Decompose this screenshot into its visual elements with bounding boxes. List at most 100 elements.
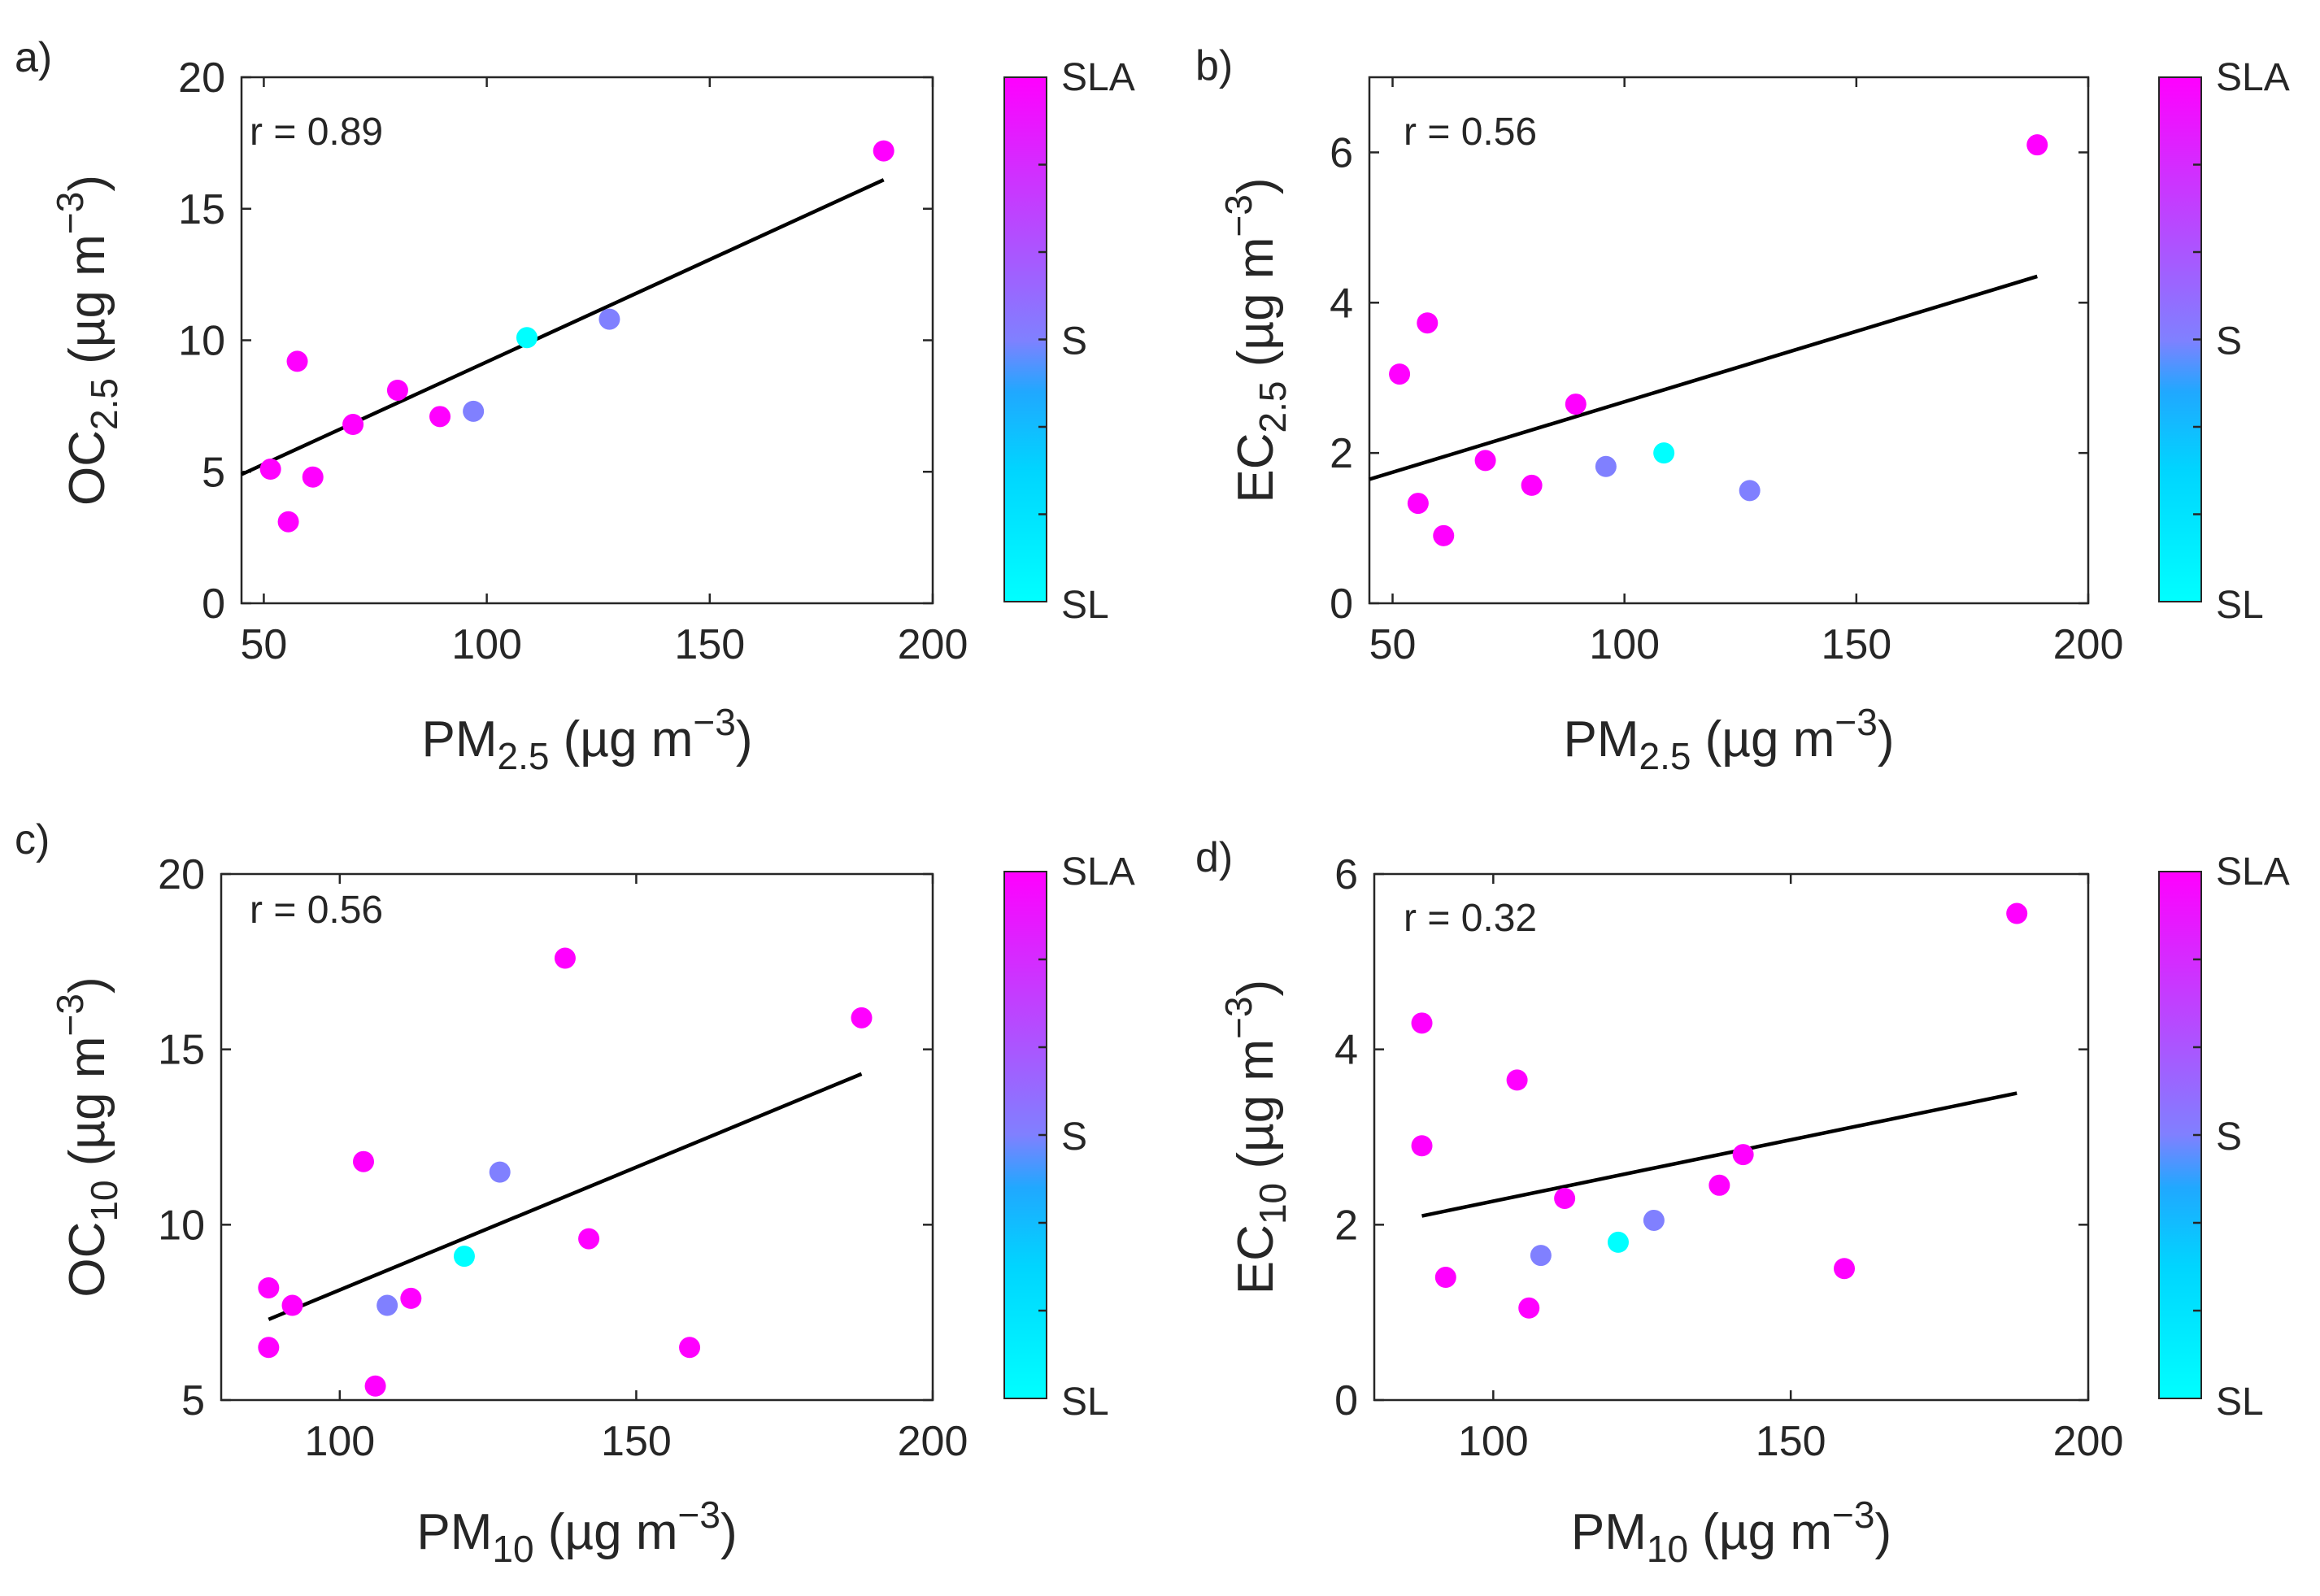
colorbar-label-sla: SLA bbox=[1061, 56, 1135, 99]
panel-label: d) bbox=[1195, 834, 1233, 881]
data-point bbox=[1653, 442, 1675, 464]
data-point bbox=[1595, 455, 1617, 477]
data-point bbox=[1506, 1069, 1528, 1091]
data-point bbox=[2006, 902, 2028, 924]
x-axis-label: PM2.5 (µg m−3) bbox=[1563, 701, 1894, 777]
x-axis-label: PM2.5 (µg m−3) bbox=[421, 701, 752, 777]
data-point bbox=[1732, 1144, 1754, 1166]
axes-box bbox=[1368, 76, 2090, 605]
colorbar-label-sla: SLA bbox=[2216, 56, 2290, 99]
data-point bbox=[516, 327, 538, 349]
y-tick-label: 6 bbox=[1334, 851, 1358, 898]
svg-text:PM2.5 (µg m−3): PM2.5 (µg m−3) bbox=[421, 701, 752, 777]
y-tick-label: 4 bbox=[1334, 1027, 1358, 1074]
x-tick-label: 150 bbox=[674, 621, 745, 668]
y-tick-label: 10 bbox=[178, 318, 225, 365]
colorbar-label-s: S bbox=[1061, 320, 1087, 363]
y-tick-label: 2 bbox=[1334, 1202, 1358, 1249]
svg-text:EC2.5 (µg m−3): EC2.5 (µg m−3) bbox=[1217, 177, 1294, 502]
x-tick-label: 100 bbox=[1458, 1418, 1529, 1465]
data-point bbox=[463, 400, 485, 422]
y-tick-label: 5 bbox=[202, 449, 225, 496]
panel-label: c) bbox=[15, 816, 50, 863]
data-point bbox=[259, 459, 281, 481]
data-point bbox=[429, 406, 451, 428]
data-point bbox=[1411, 1012, 1433, 1034]
data-point bbox=[578, 1228, 600, 1250]
colorbar-label-sl: SL bbox=[1061, 1381, 1109, 1424]
data-point bbox=[258, 1337, 280, 1359]
svg-text:EC10 (µg m−3): EC10 (µg m−3) bbox=[1217, 980, 1294, 1294]
data-point bbox=[851, 1007, 873, 1028]
y-tick-label: 15 bbox=[178, 186, 225, 233]
x-tick-label: 200 bbox=[898, 1418, 968, 1465]
colorbar-label-sl: SL bbox=[1061, 584, 1109, 627]
colorbar-label-s: S bbox=[1061, 1115, 1087, 1159]
y-axis-label: OC10 (µg m−3) bbox=[49, 976, 125, 1297]
y-axis-label: EC2.5 (µg m−3) bbox=[1217, 177, 1294, 502]
data-point bbox=[1411, 1135, 1433, 1157]
data-point bbox=[1417, 312, 1439, 334]
scatter-panel-b: 50 100 150 200 0 2 4 6 r = 0.56 b) PM2.5 (µg m−3) E… bbox=[1195, 42, 2290, 777]
scatter-panel-d: 100 150 200 0 2 4 6 r = 0.32 d) PM10 (µg m−3) EC10… bbox=[1195, 834, 2290, 1570]
regression-line bbox=[1369, 274, 2038, 481]
y-axis-label: EC10 (µg m−3) bbox=[1217, 980, 1294, 1294]
scatter-panel-a: 50 100 150 200 0 5 10 15 20 r = 0.89 a) PM2.5 (µg m… bbox=[15, 34, 1135, 777]
x-tick-label: 100 bbox=[304, 1418, 375, 1465]
data-point bbox=[377, 1294, 398, 1316]
x-tick-label: 200 bbox=[2053, 1418, 2124, 1465]
x-tick-label: 200 bbox=[898, 621, 968, 668]
svg-text:PM10 (µg m−3): PM10 (µg m−3) bbox=[1571, 1494, 1891, 1570]
regression-line bbox=[241, 178, 885, 476]
y-tick-label: 6 bbox=[1330, 129, 1353, 176]
x-tick-label: 200 bbox=[2053, 621, 2124, 668]
y-tick-label: 4 bbox=[1330, 280, 1353, 327]
data-point bbox=[1739, 480, 1761, 502]
data-point bbox=[277, 511, 299, 533]
colorbar-label-sla: SLA bbox=[1061, 850, 1135, 894]
data-point bbox=[302, 466, 324, 488]
data-point bbox=[400, 1287, 422, 1309]
data-point bbox=[286, 350, 308, 372]
y-tick-label: 0 bbox=[202, 581, 225, 628]
y-tick-label: 2 bbox=[1330, 430, 1353, 477]
data-point bbox=[342, 414, 364, 436]
data-point bbox=[1643, 1209, 1665, 1231]
data-point bbox=[1565, 394, 1587, 415]
correlation-annotation: r = 0.56 bbox=[1404, 111, 1537, 154]
data-point bbox=[281, 1294, 303, 1316]
colorbar: SLA S SL bbox=[2158, 850, 2290, 1424]
data-point bbox=[1474, 450, 1496, 472]
y-tick-label: 0 bbox=[1334, 1377, 1358, 1424]
scatter-panel-c: 100 150 200 5 10 15 20 r = 0.56 c) PM10 (µg m−3) O… bbox=[15, 816, 1135, 1570]
data-point bbox=[386, 379, 408, 401]
axes-box bbox=[240, 76, 934, 605]
data-point bbox=[1521, 474, 1543, 496]
colorbar: SLA S SL bbox=[2158, 56, 2290, 627]
y-tick-label: 20 bbox=[158, 851, 205, 898]
data-point bbox=[1530, 1245, 1552, 1267]
data-point bbox=[353, 1150, 374, 1172]
y-tick-label: 0 bbox=[1330, 581, 1353, 628]
y-tick-label: 20 bbox=[178, 54, 225, 102]
correlation-annotation: r = 0.32 bbox=[1404, 897, 1537, 940]
y-tick-label: 5 bbox=[181, 1377, 205, 1424]
colorbar-label-sl: SL bbox=[2216, 584, 2264, 627]
y-tick-label: 10 bbox=[158, 1202, 205, 1249]
data-point bbox=[1708, 1174, 1730, 1196]
svg-text:PM10 (µg m−3): PM10 (µg m−3) bbox=[416, 1494, 737, 1570]
colorbar-label-s: S bbox=[2216, 1115, 2242, 1159]
correlation-annotation: r = 0.56 bbox=[250, 889, 383, 932]
colorbar: SLA S SL bbox=[1003, 56, 1135, 627]
panel-label: b) bbox=[1195, 42, 1233, 89]
x-axis-label: PM10 (µg m−3) bbox=[416, 1494, 737, 1570]
data-point bbox=[1433, 524, 1455, 546]
data-point bbox=[679, 1337, 701, 1359]
correlation-annotation: r = 0.89 bbox=[250, 111, 383, 154]
colorbar-label-sla: SLA bbox=[2216, 850, 2290, 894]
x-tick-label: 50 bbox=[1369, 621, 1417, 668]
axes-box bbox=[220, 872, 934, 1402]
data-point bbox=[1607, 1231, 1629, 1253]
data-point bbox=[2026, 134, 2048, 156]
